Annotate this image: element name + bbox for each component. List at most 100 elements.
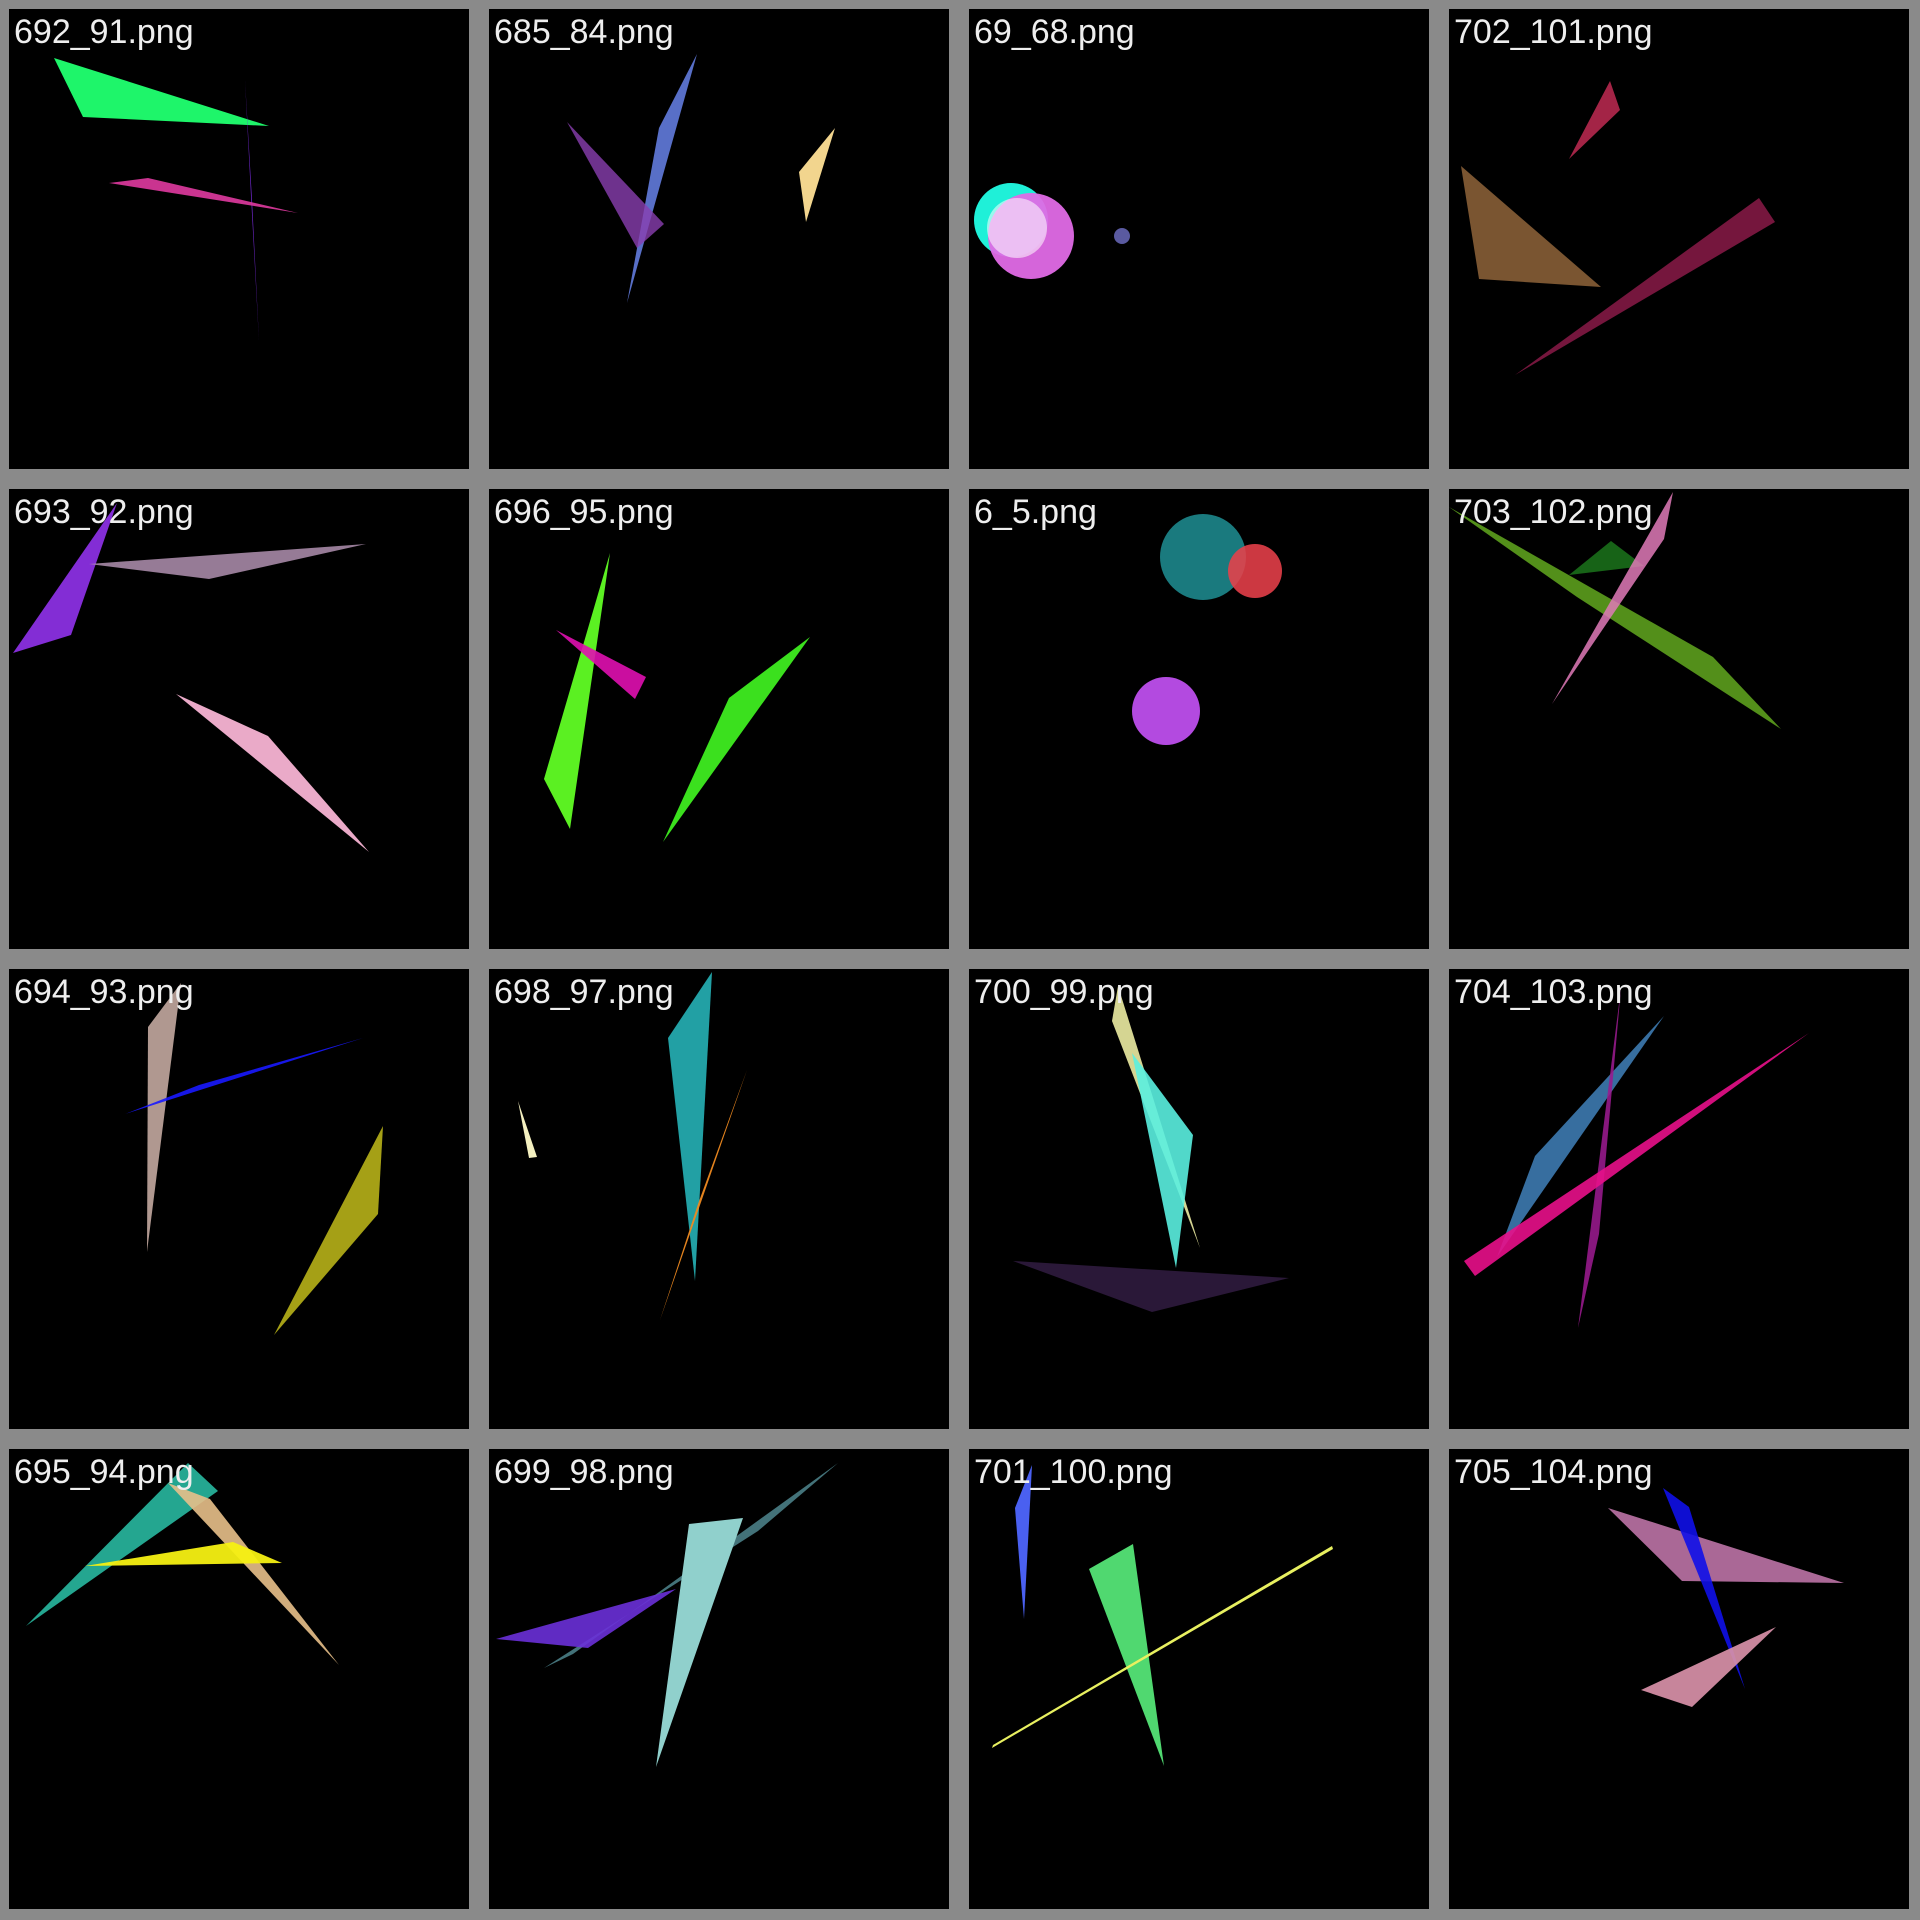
- violet-sliver-shape: [245, 80, 259, 341]
- tile-shapes: [125, 983, 383, 1335]
- tile-shapes: [1132, 514, 1282, 745]
- tile-shapes: [1013, 986, 1289, 1312]
- red-circle-shape: [1228, 544, 1282, 598]
- tile-shapes: [496, 1463, 838, 1767]
- tile-canvas: 703_102.png: [1449, 489, 1909, 949]
- tile-filename-label: 695_94.png: [14, 1453, 194, 1491]
- tile-shapes: [1608, 1488, 1844, 1707]
- tile-canvas: 694_93.png: [9, 969, 469, 1429]
- tile-canvas: 693_92.png: [9, 489, 469, 949]
- teal-triangle-shape: [26, 1463, 218, 1626]
- magenta-sliver-shape: [109, 178, 298, 213]
- tile-canvas: 698_97.png: [489, 969, 949, 1429]
- crimson-triangle-shape: [1569, 81, 1620, 159]
- purple-sliver-shape: [1578, 988, 1621, 1328]
- tile-shapes: [992, 1465, 1333, 1766]
- mauve-triangle-shape: [89, 544, 366, 579]
- violet-triangle-shape: [13, 503, 117, 653]
- violet-triangle-shape: [496, 1589, 676, 1648]
- image-tile[interactable]: 699_98.png: [480, 1440, 960, 1920]
- image-tile[interactable]: 701_100.png: [960, 1440, 1440, 1920]
- image-tile[interactable]: 695_94.png: [0, 1440, 480, 1920]
- tile-filename-label: 702_101.png: [1454, 13, 1653, 51]
- dark-purple-triangle-shape: [1013, 1261, 1289, 1312]
- tile-canvas: 696_95.png: [489, 489, 949, 949]
- tile-canvas: 685_84.png: [489, 9, 949, 469]
- tile-shapes: [1461, 81, 1775, 375]
- tile-filename-label: 694_93.png: [14, 973, 194, 1011]
- image-tile[interactable]: 6_5.png: [960, 480, 1440, 960]
- tile-canvas: 6_5.png: [969, 489, 1429, 949]
- brown-triangle-shape: [1461, 166, 1601, 287]
- cream-sliver-shape: [518, 1101, 537, 1158]
- tile-filename-label: 696_95.png: [494, 493, 674, 531]
- orange-sliver-shape: [660, 1070, 747, 1320]
- tile-filename-label: 692_91.png: [14, 13, 194, 51]
- shape-shape: [1114, 228, 1130, 244]
- tile-canvas: 702_101.png: [1449, 9, 1909, 469]
- tile-filename-label: 693_92.png: [14, 493, 194, 531]
- tile-shapes: [54, 58, 298, 341]
- tile-canvas: 700_99.png: [969, 969, 1429, 1429]
- green-triangle-shape: [54, 58, 269, 126]
- yellow-triangle-shape: [85, 1542, 282, 1566]
- tile-canvas: 695_94.png: [9, 1449, 469, 1909]
- tile-canvas: 69_68.png: [969, 9, 1429, 469]
- image-tile[interactable]: 69_68.png: [960, 0, 1440, 480]
- tile-filename-label: 685_84.png: [494, 13, 674, 51]
- pink-sliver-shape: [1552, 492, 1673, 704]
- tile-shapes: [974, 183, 1130, 279]
- hot-pink-bar-shape: [1464, 1033, 1809, 1276]
- tile-filename-label: 701_100.png: [974, 1453, 1173, 1491]
- blue-sliver-shape: [125, 1038, 363, 1114]
- image-tile[interactable]: 694_93.png: [0, 960, 480, 1440]
- tile-canvas: 705_104.png: [1449, 1449, 1909, 1909]
- purple-triangle-shape: [567, 122, 664, 248]
- tile-shapes: [13, 503, 369, 852]
- image-tile[interactable]: 685_84.png: [480, 0, 960, 480]
- image-tile[interactable]: 702_101.png: [1440, 0, 1920, 480]
- lime-triangle-shape: [544, 553, 610, 829]
- aqua-triangle-shape: [1132, 1053, 1193, 1268]
- image-tile[interactable]: 700_99.png: [960, 960, 1440, 1440]
- image-tile[interactable]: 705_104.png: [1440, 1440, 1920, 1920]
- image-tile[interactable]: 696_95.png: [480, 480, 960, 960]
- olive-triangle-shape: [274, 1126, 383, 1335]
- magenta-triangle-shape: [556, 630, 646, 699]
- teal-triangle-shape: [668, 972, 712, 1281]
- tile-filename-label: 698_97.png: [494, 973, 674, 1011]
- mauve-triangle-shape: [1608, 1508, 1844, 1583]
- image-tile[interactable]: 692_91.png: [0, 0, 480, 480]
- tile-filename-label: 700_99.png: [974, 973, 1154, 1011]
- tile-canvas: 699_98.png: [489, 1449, 949, 1909]
- image-tile[interactable]: 693_92.png: [0, 480, 480, 960]
- tile-canvas: 704_103.png: [1449, 969, 1909, 1429]
- tile-canvas: 701_100.png: [969, 1449, 1429, 1909]
- tile-shapes: [1449, 492, 1781, 729]
- pink-triangle-shape: [176, 694, 369, 852]
- pale-teal-triangle-shape: [656, 1518, 743, 1767]
- steel-blue-triangle-shape: [1497, 1016, 1664, 1257]
- tile-filename-label: 703_102.png: [1454, 493, 1653, 531]
- olive-sliver-shape: [1449, 507, 1781, 729]
- tile-filename-label: 699_98.png: [494, 1453, 674, 1491]
- blue-sliver-shape: [627, 54, 697, 303]
- blue-sliver-shape: [1015, 1465, 1032, 1619]
- tan-triangle-shape: [799, 128, 835, 222]
- tile-filename-label: 705_104.png: [1454, 1453, 1653, 1491]
- teal-circle-shape: [1160, 514, 1246, 600]
- tile-shapes: [567, 54, 835, 303]
- pink-triangle-shape: [1641, 1627, 1776, 1707]
- yellow-line-shape: [992, 1546, 1333, 1748]
- tile-shapes: [544, 553, 810, 842]
- maroon-sliver-shape: [1515, 198, 1775, 375]
- image-tile[interactable]: 704_103.png: [1440, 960, 1920, 1440]
- image-tile[interactable]: 703_102.png: [1440, 480, 1920, 960]
- blue-sliver-shape: [1663, 1488, 1745, 1689]
- image-tile[interactable]: 698_97.png: [480, 960, 960, 1440]
- tile-shapes: [1464, 988, 1809, 1328]
- green-triangle-shape: [663, 637, 810, 842]
- tile-shapes: [518, 972, 747, 1320]
- tan-triangle-shape: [168, 1483, 339, 1665]
